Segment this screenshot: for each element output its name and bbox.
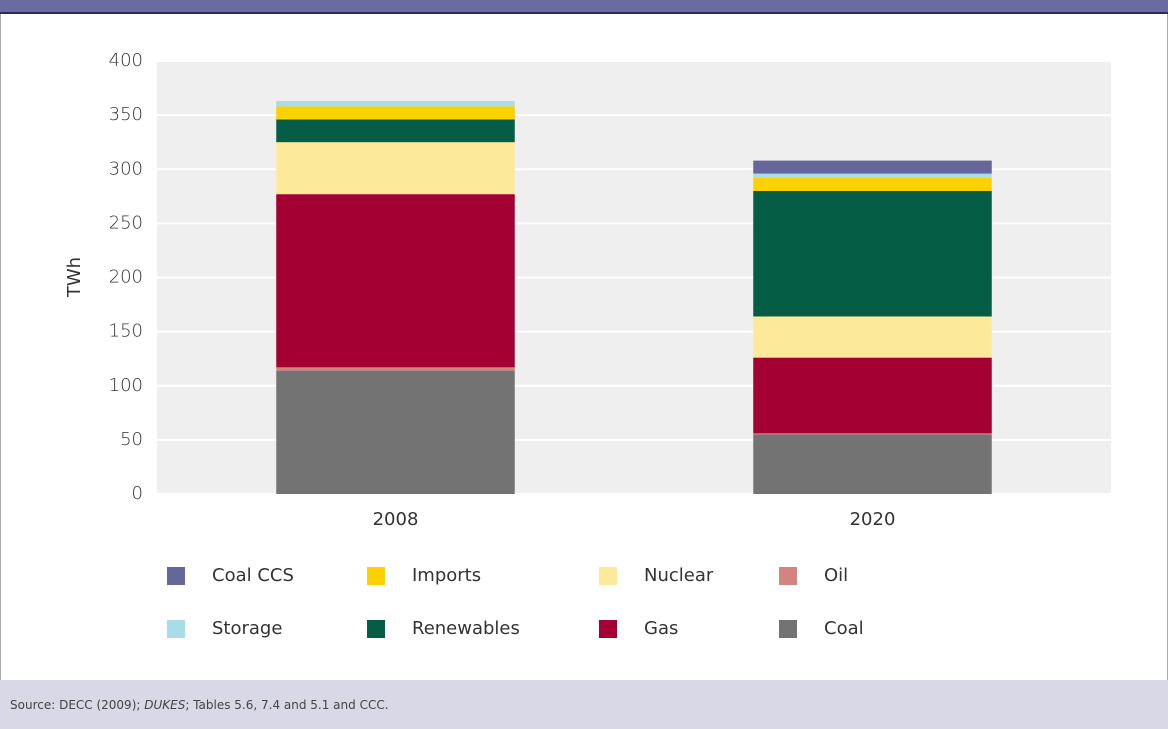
y-tick-label: 350	[109, 104, 143, 125]
legend-label: Nuclear	[644, 565, 714, 586]
source-text: Source: DECC (2009);	[10, 698, 145, 712]
source-text: ; Tables 5.6, 7.4 and 5.1 and CCC.	[185, 698, 389, 712]
x-tick-label: 2020	[850, 509, 896, 530]
header-band	[0, 0, 1168, 12]
legend-label: Coal	[824, 618, 864, 639]
chart: TWh 0 50 100 150 200 250 300 350 400 2008 2020 Coal…	[0, 0, 1168, 680]
bar-segment	[276, 370, 515, 494]
legend-swatch	[167, 567, 185, 585]
y-tick-label: 100	[109, 375, 143, 396]
bar-segment	[753, 357, 992, 434]
legend-swatch	[367, 620, 385, 638]
legend-swatch	[599, 620, 617, 638]
bar-segment	[753, 177, 992, 191]
source-text: DUKES	[144, 698, 186, 712]
bar-segment	[753, 434, 992, 494]
source-note: Source: DECC (2009); DUKES; Tables 5.6, …	[0, 680, 1168, 729]
bar-segment	[276, 119, 515, 143]
legend-label: Renewables	[412, 618, 520, 639]
legend-label: Oil	[824, 565, 848, 586]
y-tick-label: 200	[109, 267, 143, 288]
bar-segment	[753, 433, 992, 435]
legend-label: Gas	[644, 618, 678, 639]
legend-swatch	[599, 567, 617, 585]
legend-label: Coal CCS	[212, 565, 294, 586]
y-tick-label: 400	[109, 50, 143, 71]
y-tick-label: 50	[120, 429, 143, 450]
legend-swatch	[779, 567, 797, 585]
bar-segment	[276, 106, 515, 120]
legend-swatch	[167, 620, 185, 638]
legend-swatch	[367, 567, 385, 585]
bar-segment	[753, 160, 992, 174]
bar-segment	[753, 173, 992, 178]
legend-label: Imports	[412, 565, 481, 586]
legend-swatch	[779, 620, 797, 638]
y-tick-label: 300	[109, 158, 143, 179]
x-tick-label: 2008	[373, 509, 419, 530]
y-axis-label: TWh	[64, 257, 85, 298]
y-tick-label: 250	[109, 212, 143, 233]
bar-segment	[276, 367, 515, 371]
header-rule	[0, 12, 1168, 14]
bar-segment	[753, 316, 992, 358]
bar-segment	[753, 190, 992, 317]
y-tick-label: 150	[109, 321, 143, 342]
bar-segment	[276, 142, 515, 195]
bar-segment	[276, 101, 515, 107]
legend-label: Storage	[212, 618, 282, 639]
bar-segment	[276, 194, 515, 368]
y-tick-label: 0	[132, 483, 143, 504]
